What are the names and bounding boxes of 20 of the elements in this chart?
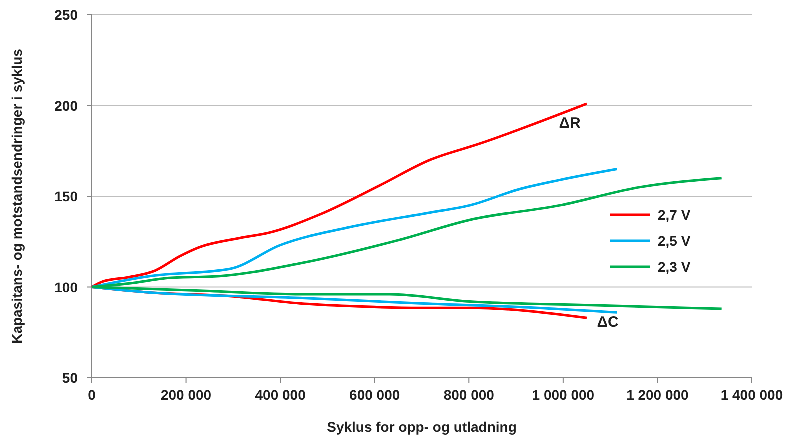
x-tick-label: 600 000 — [350, 387, 400, 403]
legend-label: 2,7 V — [658, 207, 692, 223]
x-tick-label: 1 000 000 — [532, 387, 595, 403]
legend-label: 2,5 V — [658, 233, 692, 249]
x-tick-label: 1 200 000 — [626, 387, 690, 403]
x-tick-label: 0 — [88, 387, 96, 403]
y-tick-label: 250 — [54, 7, 78, 23]
x-axis-title: Syklus for opp- og utladning — [327, 419, 517, 435]
legend-label: 2,3 V — [658, 259, 692, 275]
y-axis-title: Kapasitans- og motstandsendringer i syklus — [9, 48, 25, 344]
x-tick-label: 800 000 — [444, 387, 495, 403]
x-tick-label: 400 000 — [255, 387, 306, 403]
annotation: ΔC — [597, 314, 619, 331]
y-tick-label: 100 — [54, 279, 78, 296]
y-tick-label: 200 — [54, 98, 78, 114]
x-tick-label: 1 400 000 — [720, 387, 784, 403]
y-tick-label: 150 — [54, 188, 78, 204]
y-tick-label: 50 — [62, 370, 78, 386]
x-tick-label: 200 000 — [160, 387, 212, 403]
annotation: ΔR — [559, 115, 581, 132]
